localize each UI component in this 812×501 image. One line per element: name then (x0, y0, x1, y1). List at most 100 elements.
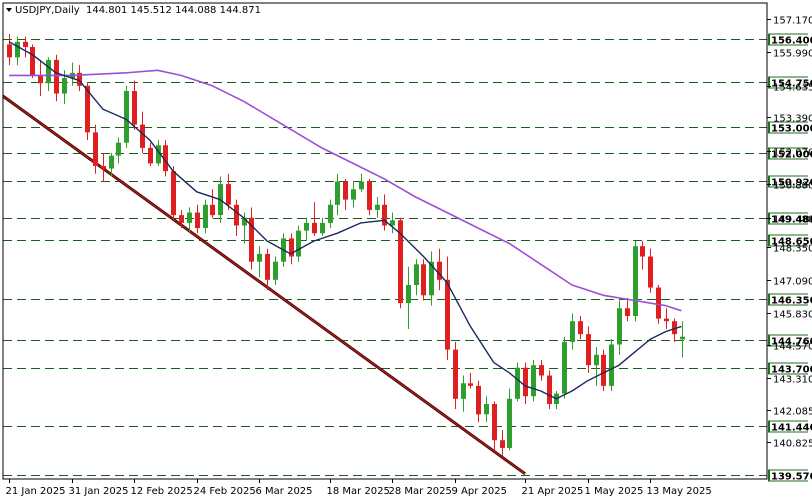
candle-body (304, 222, 309, 231)
symbol-label: USDJPY,Daily (15, 5, 80, 16)
candle-body (421, 264, 426, 296)
date-label: 21 Apr 2025 (522, 486, 584, 497)
candle-body (515, 367, 520, 399)
level-label: 143.700 (771, 365, 812, 376)
candle-body (562, 341, 567, 394)
candle-body (156, 145, 161, 164)
candle-body (484, 403, 489, 415)
level-marker-inner (770, 34, 808, 45)
candle-body (492, 403, 497, 441)
price-tick-label: 142.085 (773, 407, 812, 418)
candle-body (586, 334, 591, 366)
candle-body (609, 344, 614, 386)
price-tick-label: 144.570 (773, 342, 812, 353)
candle-body (132, 90, 137, 125)
candle-body (664, 318, 669, 322)
level-marker-inner (770, 122, 808, 133)
level-label: 144.760 (771, 337, 812, 348)
candle-body (265, 253, 270, 280)
candle-body (85, 85, 90, 133)
candle-body (594, 354, 599, 366)
level-marker-inner (770, 213, 808, 224)
candle-body (30, 46, 35, 76)
candle-body (367, 181, 372, 210)
candle-body (38, 75, 43, 84)
price-axis: 156.400 154.750 153.000 152.000 150.920 149.4… (767, 16, 812, 483)
price-tick-label: 153.390 (773, 114, 812, 125)
candle-body (461, 383, 466, 399)
candle-body (547, 375, 552, 404)
dropdown-triangle-icon[interactable] (6, 8, 12, 12)
candle-body (406, 284, 411, 304)
candle-body (124, 90, 129, 143)
price-tick-label: 147.090 (773, 277, 812, 288)
candle-body (210, 204, 215, 216)
date-label: 18 Mar 2025 (327, 486, 390, 497)
candle-body (195, 212, 200, 229)
candle-body (656, 287, 661, 319)
price-tick-label: 155.990 (773, 49, 812, 60)
level-marker-inner (770, 363, 808, 374)
price-tick-label: 149.480 (773, 215, 812, 226)
candle-body (109, 155, 114, 169)
level-marker-inner (770, 421, 808, 432)
chart-frame (2, 2, 768, 480)
candle-body (617, 308, 622, 345)
price-tick-label: 140.825 (773, 439, 812, 450)
candle-body (468, 383, 473, 386)
candle-body (15, 41, 20, 58)
date-label: 13 May 2025 (647, 486, 712, 497)
date-label: 28 Mar 2025 (389, 486, 452, 497)
candle-body (445, 279, 450, 350)
candle-body (163, 145, 168, 172)
candle-body (640, 246, 645, 257)
candles (7, 34, 685, 456)
candle-body (648, 256, 653, 288)
level-label: 152.000 (771, 150, 812, 161)
candle-body (179, 215, 184, 223)
candle-body (437, 261, 442, 280)
candle-body (335, 181, 340, 205)
candle-body (429, 261, 434, 296)
chart-header: USDJPY,Daily 144.801 145.512 144.088 144… (6, 5, 261, 16)
fast-moving-average (8, 41, 682, 400)
candle-body (289, 238, 294, 257)
candle-body (382, 204, 387, 226)
level-marker-inner (770, 470, 808, 481)
candle-body (351, 189, 356, 200)
date-label: 1 May 2025 (585, 486, 644, 497)
date-label: 24 Feb 2025 (194, 486, 256, 497)
candle-body (46, 59, 51, 84)
candle-body (414, 264, 419, 285)
trendline-group (2, 94, 526, 476)
level-label: 148.650 (771, 237, 812, 248)
candle-body (203, 204, 208, 229)
candle-body (257, 253, 262, 262)
candle-body (234, 204, 239, 226)
candle-body (93, 132, 98, 166)
candle-body (23, 41, 28, 47)
candle-body (672, 321, 677, 335)
time-axis: 21 Jan 2025 31 Jan 2025 12 Feb 2025 24 Feb … (6, 479, 712, 497)
slow-moving-average (9, 69, 682, 312)
level-marker-inner (770, 176, 808, 187)
candle-body (539, 365, 544, 376)
candle-body (273, 261, 278, 280)
price-tick-label: 145.830 (773, 310, 812, 321)
candle-body (77, 72, 82, 86)
level-label: 150.920 (771, 178, 812, 189)
date-label: 6 Mar 2025 (256, 486, 313, 497)
candle-body (375, 204, 380, 210)
level-marker-inner (770, 148, 808, 159)
price-tick-label: 154.635 (773, 83, 812, 94)
candle-body (507, 398, 512, 448)
candle-body (242, 217, 247, 226)
price-tick-label: 148.350 (773, 244, 812, 255)
candle-body (531, 365, 536, 397)
level-label: 141.440 (771, 423, 812, 434)
date-label: 9 Apr 2025 (452, 486, 507, 497)
candle-body (116, 142, 121, 156)
level-marker-inner (770, 77, 808, 88)
